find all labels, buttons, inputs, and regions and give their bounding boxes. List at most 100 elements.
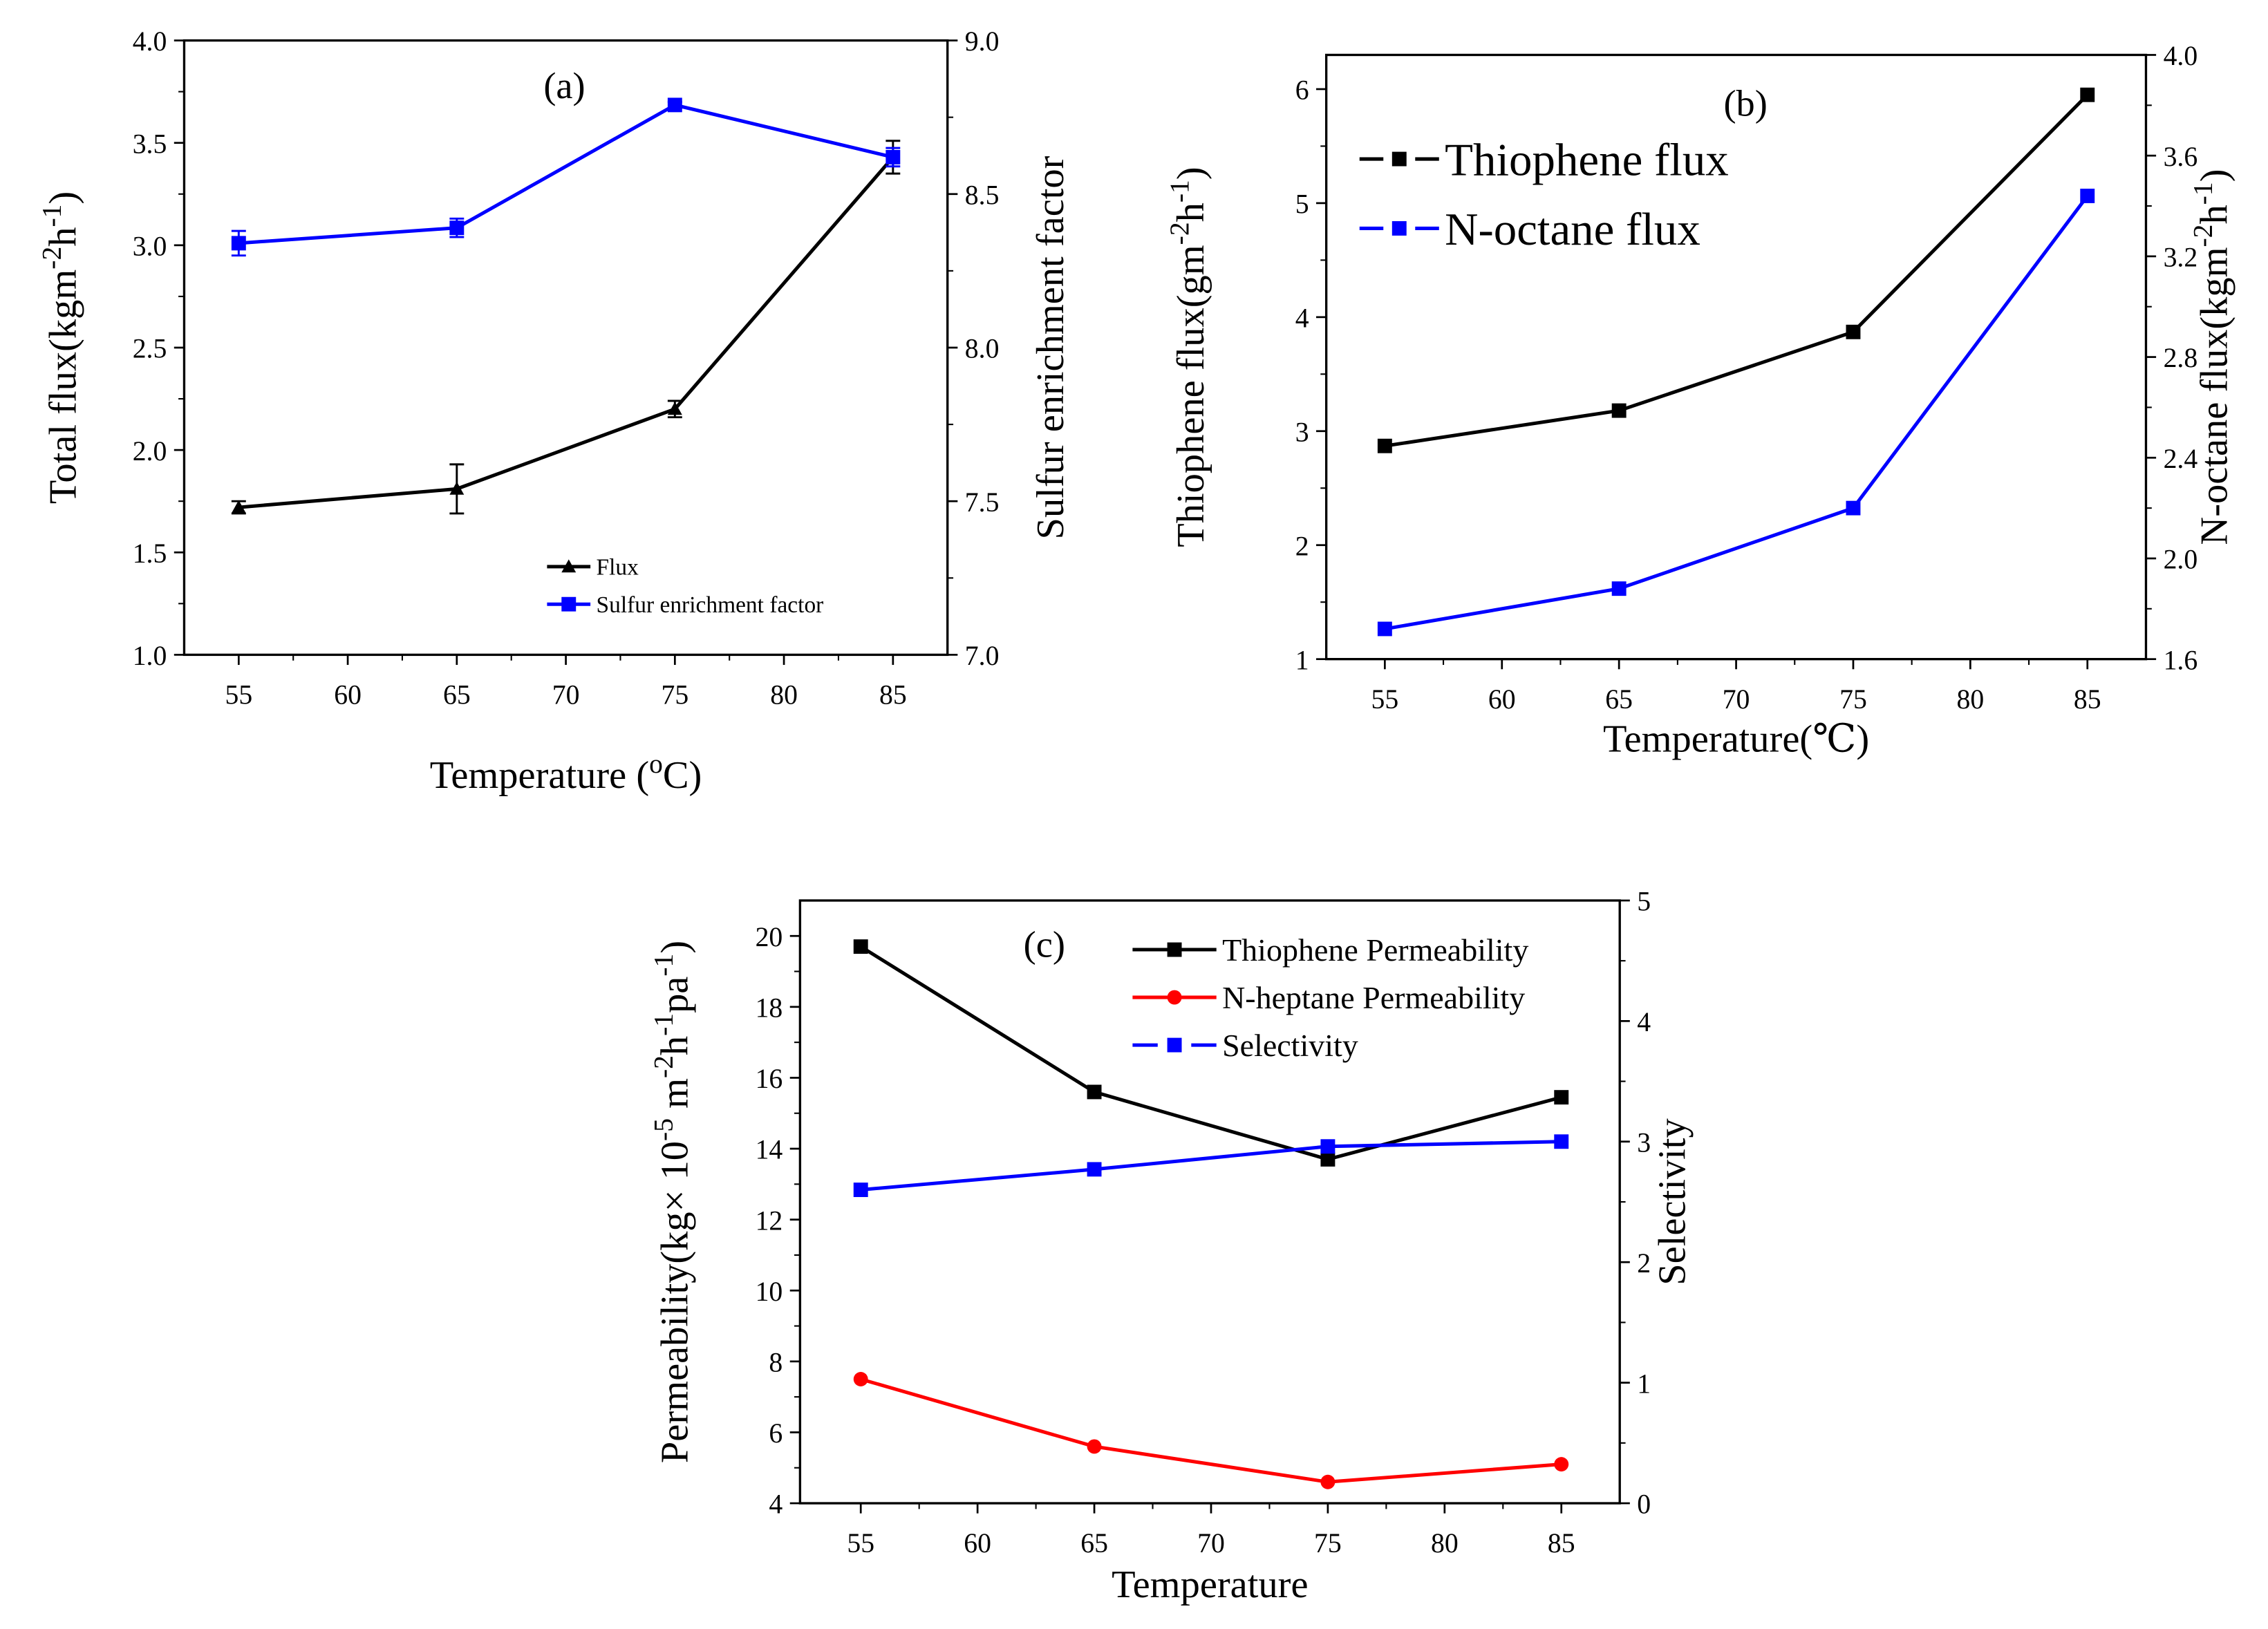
y2-axis-label: Selectivity (1651, 1118, 1694, 1285)
data-point (1320, 1474, 1336, 1489)
x-tick-label: 65 (1605, 684, 1633, 715)
y-tick-label: 14 (756, 1135, 783, 1165)
label-part: h (2193, 205, 2236, 224)
label-superscript: -2 (648, 1055, 678, 1078)
label-part: h (42, 227, 85, 247)
data-point (2080, 87, 2095, 102)
data-point (853, 939, 868, 954)
legend-entry: Thiophene flux (1359, 134, 1729, 185)
label-part: Temperature(℃) (1603, 718, 1869, 761)
x-tick-label: 70 (1197, 1528, 1225, 1559)
x-tick-label: 65 (1080, 1528, 1108, 1559)
y-tick-label: 3.5 (133, 129, 167, 159)
data-point (1377, 438, 1392, 453)
y2-tick-label: 2 (1637, 1248, 1651, 1279)
data-point (1846, 500, 1861, 516)
data-point (1611, 403, 1627, 418)
label-part: ) (653, 941, 696, 954)
label-part: m (653, 1078, 696, 1118)
label-part: ) (42, 191, 85, 205)
data-point (1377, 621, 1392, 637)
x-tick-label: 60 (964, 1528, 991, 1559)
y2-tick-label: 2.8 (2164, 343, 2198, 373)
y-tick-label: 12 (756, 1205, 783, 1236)
y2-axis-label: N-octane flux(kgm-2h-1) (2188, 169, 2236, 545)
x-tick-label: 70 (552, 680, 580, 710)
y-axis-label: Total flux(kgm-2h-1) (37, 191, 85, 504)
data-point (1611, 581, 1627, 596)
x-tick-label: 80 (1431, 1528, 1459, 1559)
x-axis-label: Temperature (1112, 1563, 1308, 1606)
label-superscript: -1 (1164, 180, 1194, 203)
data-point (885, 149, 901, 164)
legend-marker (1167, 942, 1182, 957)
label-part: Thiophene flux(gm (1170, 245, 1212, 547)
x-tick-label: 55 (847, 1528, 874, 1559)
data-point (667, 97, 682, 113)
chart-panel-c: 55 60 65 70 75 80 85468101214161820012345Tempe… (648, 887, 1694, 1606)
data-point (853, 1372, 868, 1386)
x-tick-label: 75 (661, 680, 688, 710)
x-tick-label: 70 (1723, 684, 1750, 715)
legend-entry: N-octane flux (1359, 204, 1700, 255)
chart-panel-b: 55 60 65 70 75 80 85 1 2 3 4 5 6 1.6 2.0 2.4 2.8 3.2 3.6 4.… (1164, 41, 2236, 760)
series-selectivity (853, 1134, 1569, 1198)
data-point (1320, 1139, 1336, 1154)
panel-label: (b) (1723, 82, 1767, 124)
y2-axis-label: Sulfur enrichment factor (1029, 156, 1072, 539)
label-part: Temperature ( (430, 754, 649, 797)
legend-label: Flux (597, 555, 639, 581)
series-flux (231, 140, 901, 515)
y-tick-label: 4.0 (133, 26, 167, 57)
series-line (238, 103, 894, 245)
plot-frame (182, 39, 949, 657)
y-tick-label: 6 (1295, 75, 1309, 106)
y2-tick-label: 1 (1637, 1368, 1651, 1399)
y-tick-label: 2.0 (133, 436, 167, 467)
x-tick-label: 75 (1839, 684, 1867, 715)
legend-label: N-octane flux (1445, 204, 1700, 255)
data-point (667, 402, 682, 415)
y-tick-label: 1.5 (133, 538, 167, 569)
label-part: h (1170, 203, 1212, 222)
label-part: ) (2193, 169, 2236, 182)
y2-tick-label: 1.6 (2164, 645, 2198, 675)
series-thiophene-permeability (853, 939, 1569, 1167)
y-axis-label: Permeability(kg× 10-5 m-2h-1pa-1) (648, 941, 696, 1463)
y-tick-label: 8 (769, 1347, 782, 1377)
data-point (853, 1183, 868, 1198)
x-tick-label: 85 (2074, 684, 2101, 715)
label-part: Selectivity (1651, 1118, 1694, 1285)
label-superscript: o (649, 748, 663, 779)
y2-tick-label: 3 (1637, 1127, 1651, 1158)
y2-tick-label: 3.6 (2164, 142, 2198, 172)
x-tick-label: 80 (770, 680, 798, 710)
y2-tick-label: 7.5 (965, 487, 1000, 518)
label-part: Sulfur enrichment factor (1029, 156, 1072, 539)
y2-tick-label: 0 (1637, 1489, 1651, 1520)
y-tick-label: 3.0 (133, 231, 167, 261)
x-tick-label: 55 (1371, 684, 1398, 715)
data-point (2080, 188, 2095, 203)
y2-tick-label: 2.0 (2164, 545, 2198, 575)
data-point (231, 500, 246, 514)
legend-entry: Sulfur enrichment factor (547, 592, 823, 618)
label-part: Temperature (1112, 1563, 1308, 1606)
series-sulfur-enrichment-factor (231, 97, 901, 257)
label-superscript: -2 (37, 247, 67, 270)
legend-marker (1391, 151, 1407, 167)
x-tick-label: 75 (1314, 1528, 1342, 1559)
y-tick-label: 6 (769, 1418, 782, 1449)
y-tick-label: 5 (1295, 189, 1309, 220)
y-tick-label: 20 (756, 922, 783, 952)
data-point (1554, 1090, 1569, 1105)
series-line (860, 1377, 1562, 1484)
y-tick-label: 4 (1295, 303, 1309, 333)
y2-tick-label: 8.5 (965, 180, 1000, 210)
y2-tick-label: 3.2 (2164, 243, 2198, 273)
data-point (1554, 1457, 1569, 1472)
legend-label: Thiophene flux (1445, 134, 1729, 185)
data-point (1846, 324, 1861, 339)
